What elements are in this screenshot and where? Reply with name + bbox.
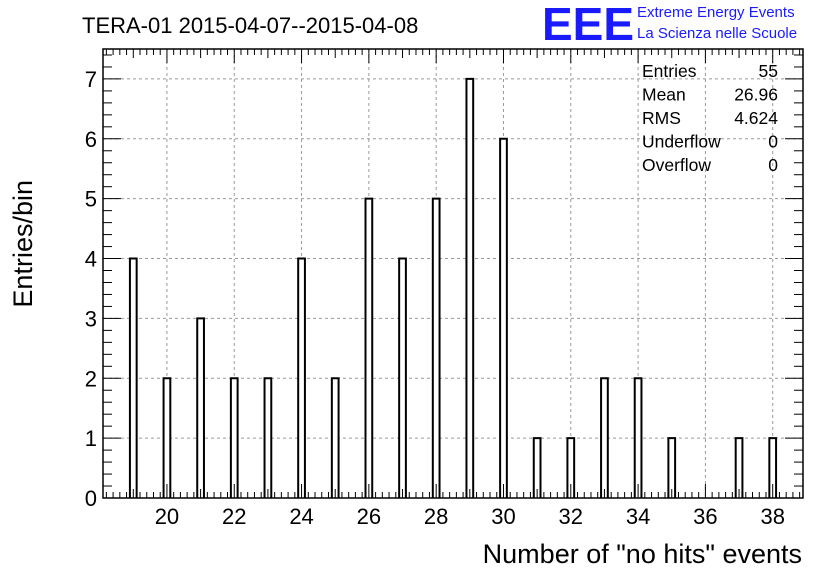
stats-label: Overflow (642, 155, 711, 175)
x-tick-label: 32 (559, 504, 583, 529)
histogram-bar (465, 77, 475, 498)
x-tick-label: 38 (760, 504, 784, 529)
x-tick-label: 28 (424, 504, 448, 529)
histogram-bar (297, 257, 306, 498)
y-tick-label: 2 (85, 366, 97, 391)
y-tick-label: 3 (85, 306, 97, 331)
y-tick-label: 5 (85, 187, 97, 212)
y-tick-label: 4 (85, 247, 97, 272)
bars (128, 77, 778, 498)
y-tick-label: 1 (85, 426, 97, 451)
histogram-bar (633, 377, 643, 498)
x-tick-label: 20 (155, 504, 179, 529)
histogram-bar (600, 377, 609, 498)
x-tick-labels: 20 22 24 26 28 30 32 34 36 38 (155, 504, 785, 529)
stats-label: Underflow (642, 132, 721, 152)
x-tick-label: 30 (491, 504, 515, 529)
histogram-bar (162, 377, 172, 498)
logo-mark: EEE (542, 0, 634, 50)
stats-value: 0 (768, 132, 778, 152)
x-tick-label: 36 (693, 504, 717, 529)
grid (103, 49, 803, 499)
histogram-bar (196, 317, 205, 498)
histogram-bar (330, 377, 340, 498)
histogram-bar (431, 197, 441, 498)
x-tick-label: 22 (222, 504, 246, 529)
x-axis-label: Number of "no hits" events (483, 539, 802, 569)
y-axis-label: Entries/bin (8, 180, 38, 308)
chart-title: TERA-01 2015-04-07--2015-04-08 (82, 13, 418, 38)
histogram-bar (768, 437, 778, 498)
histogram-bar (229, 377, 239, 498)
histogram-bar (398, 257, 407, 498)
plot-frame (102, 48, 804, 499)
histogram-bar (566, 437, 576, 498)
x-tick-label: 26 (357, 504, 381, 529)
x-tick-label: 34 (626, 504, 650, 529)
histogram-bar (263, 377, 273, 498)
logo-line-2: La Scienza nelle Scuole (637, 25, 797, 42)
stats-label: Entries (642, 61, 697, 81)
stats-label: Mean (642, 85, 686, 105)
y-tick-label: 0 (85, 486, 97, 511)
y-tick-labels: 0 1 2 3 4 5 6 7 (85, 67, 97, 511)
y-tick-label: 7 (85, 67, 97, 92)
histogram-bar (734, 437, 744, 498)
eee-logo: EEE Extreme Energy Events La Scienza nel… (542, 0, 797, 50)
stats-box: Entries 55 Mean 26.96 RMS 4.624 Underflow 0 Over… (642, 61, 778, 175)
stats-value: 4.624 (734, 108, 778, 128)
histogram-bar (364, 197, 374, 498)
histogram-bar (128, 257, 138, 498)
stats-value: 26.96 (734, 85, 778, 105)
stats-label: RMS (642, 108, 681, 128)
histogram-bar (499, 137, 508, 498)
logo-line-1: Extreme Energy Events (637, 4, 795, 21)
x-tick-label: 24 (289, 504, 313, 529)
stats-value: 0 (768, 155, 778, 175)
stats-value: 55 (759, 61, 778, 81)
axis-ticks (103, 49, 803, 499)
histogram-bar (667, 437, 677, 498)
histogram-bar (532, 437, 542, 498)
y-tick-label: 6 (85, 127, 97, 152)
